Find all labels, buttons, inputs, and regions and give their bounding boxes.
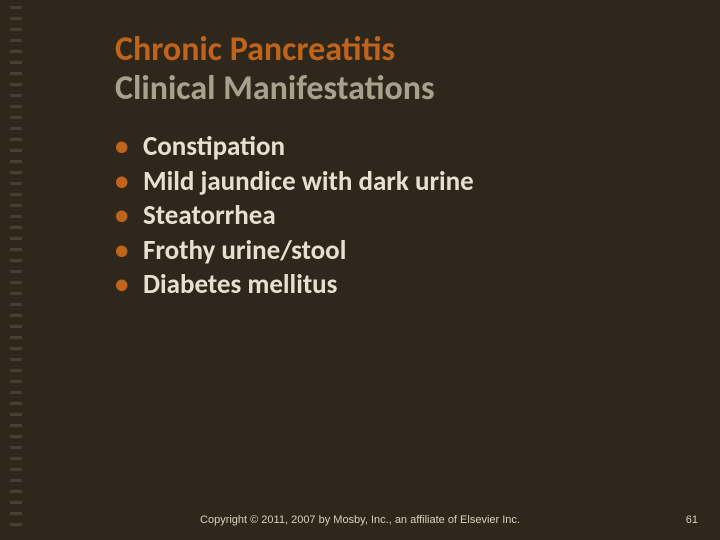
decor-tick: [10, 226, 22, 229]
decor-tick: [10, 138, 22, 141]
title-line-2: Clinical Manifestations: [115, 69, 660, 108]
decor-tick: [10, 28, 22, 31]
decor-tick: [10, 72, 22, 75]
decor-tick: [10, 435, 22, 438]
bullet-list: ConstipationMild jaundice with dark urin…: [115, 130, 660, 303]
bullet-item: Frothy urine/stool: [115, 234, 660, 269]
decor-tick: [10, 105, 22, 108]
page-number: 61: [686, 514, 698, 526]
decor-tick: [10, 193, 22, 196]
decor-tick: [10, 292, 22, 295]
decor-tick: [10, 402, 22, 405]
decor-tick: [10, 94, 22, 97]
left-decor-strip: [0, 0, 30, 540]
decor-tick: [10, 391, 22, 394]
decor-tick: [10, 501, 22, 504]
decor-tick: [10, 270, 22, 273]
decor-tick: [10, 479, 22, 482]
decor-tick: [10, 281, 22, 284]
decor-tick: [10, 61, 22, 64]
decor-tick: [10, 182, 22, 185]
decor-tick: [10, 17, 22, 20]
bullet-item: Diabetes mellitus: [115, 268, 660, 303]
bullet-item: Constipation: [115, 130, 660, 165]
decor-tick: [10, 424, 22, 427]
copyright-footer: Copyright © 2011, 2007 by Mosby, Inc., a…: [0, 514, 720, 526]
decor-tick: [10, 468, 22, 471]
decor-tick: [10, 336, 22, 339]
decor-tick: [10, 50, 22, 53]
decor-tick: [10, 237, 22, 240]
decor-tick: [10, 413, 22, 416]
decor-tick: [10, 446, 22, 449]
bullet-item: Steatorrhea: [115, 199, 660, 234]
decor-tick: [10, 347, 22, 350]
decor-tick: [10, 171, 22, 174]
decor-tick: [10, 127, 22, 130]
decor-tick: [10, 490, 22, 493]
slide-main: Chronic Pancreatitis Clinical Manifestat…: [30, 0, 720, 540]
decor-tick: [10, 457, 22, 460]
decor-tick: [10, 6, 22, 9]
decor-tick: [10, 303, 22, 306]
decor-tick: [10, 116, 22, 119]
bullet-item: Mild jaundice with dark urine: [115, 165, 660, 200]
slide: Chronic Pancreatitis Clinical Manifestat…: [0, 0, 720, 540]
decor-tick: [10, 83, 22, 86]
decor-tick: [10, 325, 22, 328]
decor-tick: [10, 259, 22, 262]
decor-tick: [10, 39, 22, 42]
decor-tick: [10, 369, 22, 372]
title-line-1: Chronic Pancreatitis: [115, 30, 660, 69]
decor-tick: [10, 380, 22, 383]
decor-tick: [10, 215, 22, 218]
decor-tick: [10, 248, 22, 251]
decor-tick: [10, 149, 22, 152]
decor-tick: [10, 160, 22, 163]
decor-tick: [10, 204, 22, 207]
decor-tick: [10, 358, 22, 361]
decor-tick: [10, 314, 22, 317]
